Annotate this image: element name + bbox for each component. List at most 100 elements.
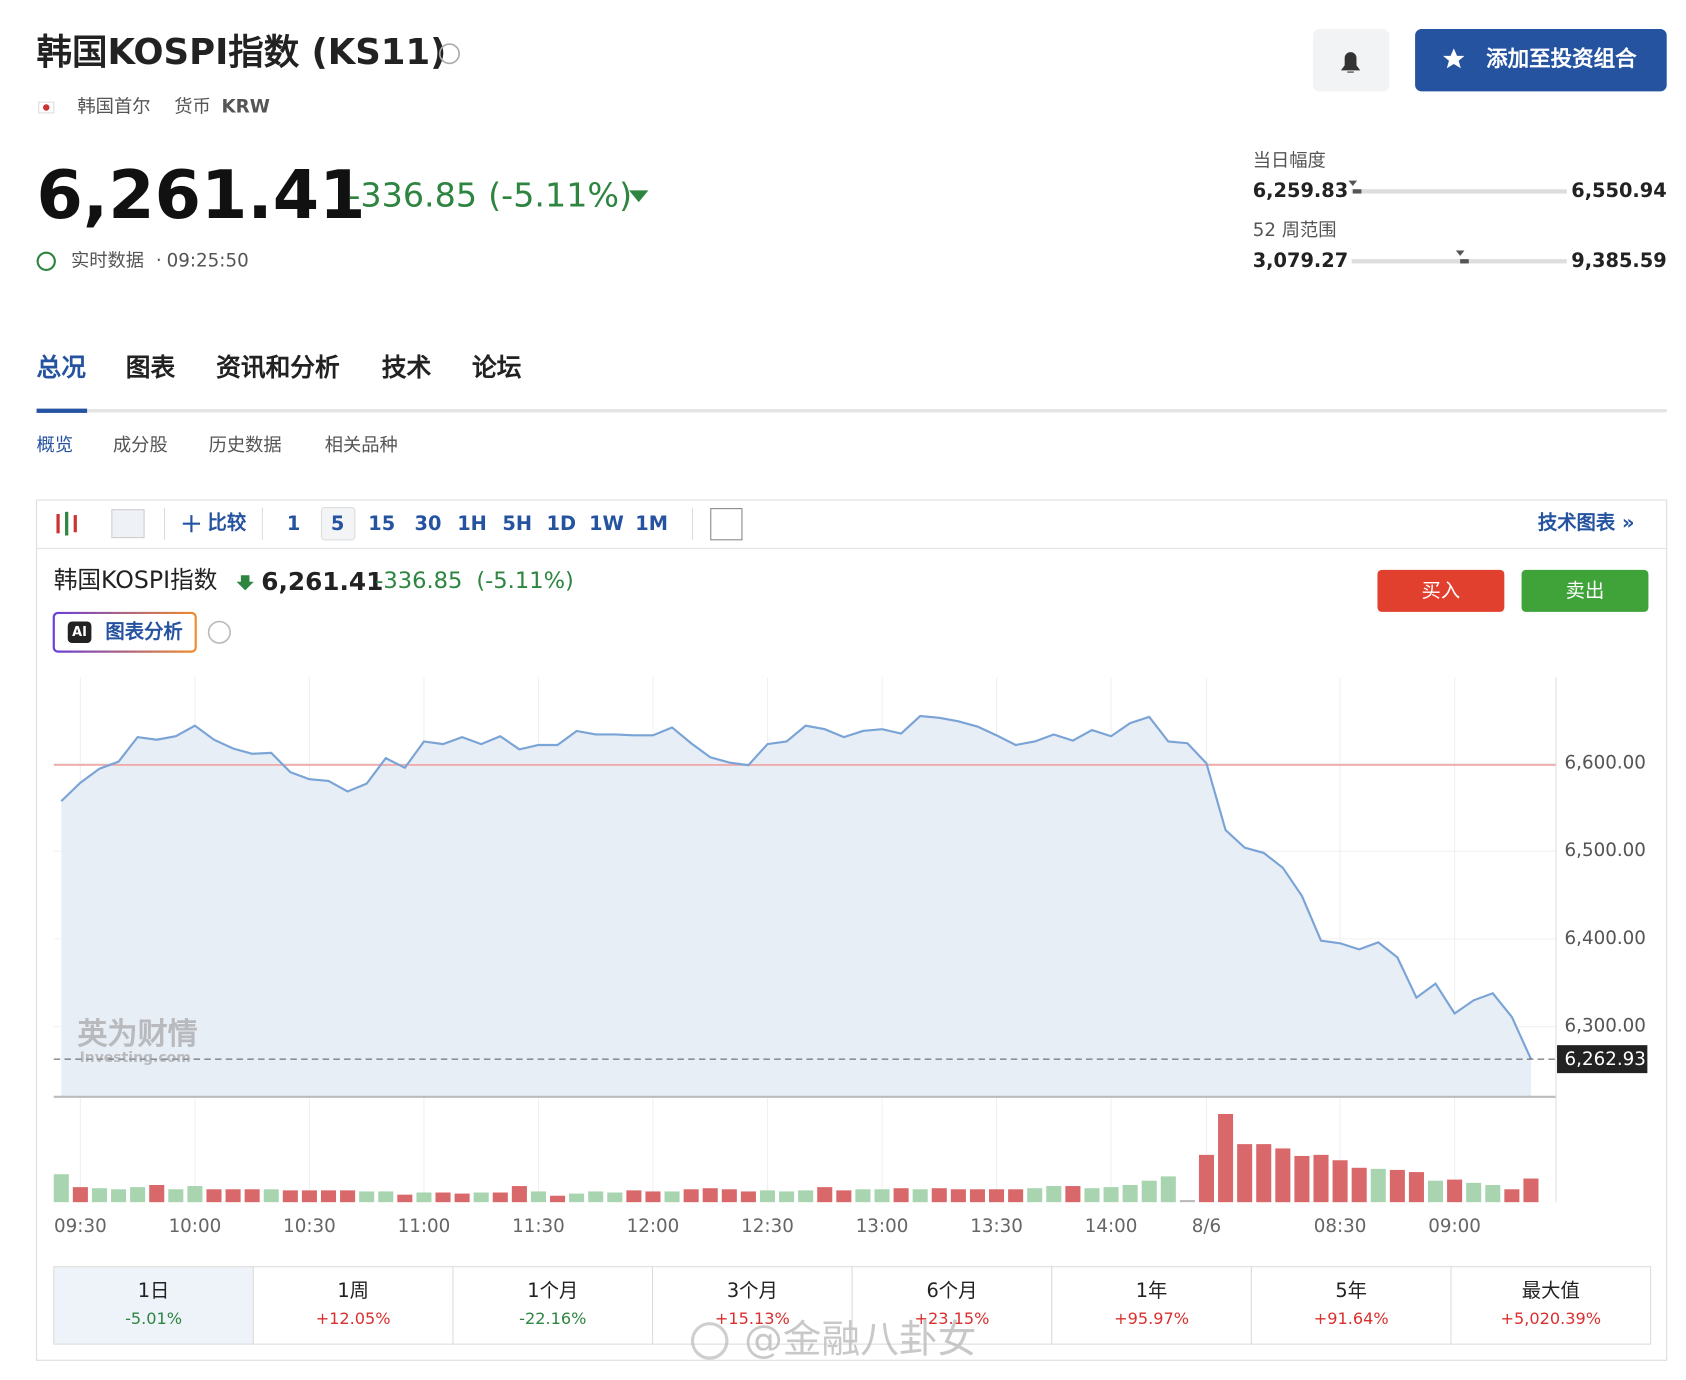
area-icon[interactable] [111, 509, 145, 539]
bell-icon [1340, 52, 1361, 73]
volume-bar [91, 1188, 107, 1203]
volume-bar [206, 1189, 222, 1203]
period-cell[interactable] [1450, 1266, 1652, 1345]
add-portfolio-text: 添加至投资组合 [1486, 46, 1637, 72]
range-low: 6,259.83 [1253, 179, 1348, 202]
tab[interactable]: 论坛 [472, 353, 522, 382]
time: 09:25:50 [167, 250, 249, 271]
volume-bar [378, 1191, 394, 1203]
volume-bar [511, 1186, 527, 1203]
volume-bar [1370, 1168, 1386, 1203]
tab[interactable]: 技术 [382, 353, 432, 382]
interval[interactable]: 15 [368, 512, 395, 535]
y-tick-label: 6,400.00 [1565, 928, 1646, 949]
period-label: 3个月 [727, 1279, 778, 1302]
change-pct: (-5.11%) [488, 175, 632, 214]
tab[interactable]: 资讯和分析 [216, 353, 340, 382]
add-portfolio-button[interactable] [1415, 29, 1667, 92]
period-cell[interactable] [851, 1266, 1053, 1345]
interval[interactable]: 30 [415, 512, 442, 535]
interval[interactable]: 5H [502, 512, 532, 535]
range-fill [1460, 259, 1469, 264]
realtime-label: 实时数据 [71, 250, 144, 271]
range-high: 6,550.94 [1571, 179, 1666, 202]
widget-change-pct: (-5.11%) [476, 568, 574, 594]
volume-bar [550, 1195, 566, 1203]
plus-icon [182, 515, 201, 533]
layout-icon[interactable] [710, 508, 743, 541]
period-label: 1年 [1136, 1279, 1168, 1302]
volume-bar [588, 1191, 604, 1203]
interval[interactable]: 1W [589, 512, 624, 535]
period-change: +91.64% [1314, 1309, 1389, 1328]
period-label: 5年 [1335, 1279, 1367, 1302]
buy-text: 买入 [1422, 579, 1461, 602]
y-tick-label: 6,600.00 [1565, 752, 1646, 773]
y-tick-label: 6,300.00 [1565, 1016, 1646, 1037]
range-fill [1352, 189, 1362, 194]
volume-bar [989, 1189, 1005, 1203]
x-tick-label: 13:30 [970, 1216, 1023, 1237]
tab[interactable]: 图表 [126, 353, 176, 382]
period-table: 1日 -5.01% 1周 +12.05% 1个月 -22.16% 3个月 +15.13% 6个月… [53, 1266, 1652, 1345]
volume-bar [1218, 1114, 1234, 1203]
volume-bar [1027, 1188, 1043, 1203]
volume-bar [798, 1190, 814, 1203]
volume-bar [168, 1189, 184, 1203]
period-cell[interactable] [452, 1266, 654, 1345]
interval[interactable]: 1D [547, 512, 577, 535]
x-tick-label: 11:30 [512, 1216, 565, 1237]
tech-chart-link[interactable]: 技术图表 » [1538, 511, 1635, 534]
compare[interactable]: 比较 [208, 511, 247, 534]
volume-bar [1275, 1148, 1291, 1203]
tab[interactable]: 总况 [37, 353, 87, 382]
x-tick-label: 10:00 [169, 1216, 222, 1237]
ai-badge-text: AI [72, 625, 87, 640]
period-cell[interactable] [1250, 1266, 1452, 1345]
interval[interactable]: 1M [635, 512, 668, 535]
subtab[interactable]: 相关品种 [325, 435, 398, 456]
subtab[interactable]: 概览 [37, 435, 74, 456]
period-cell[interactable] [1051, 1266, 1252, 1345]
volume-bar [1103, 1187, 1119, 1203]
price-line [60, 714, 1532, 1060]
period-cell[interactable] [53, 1266, 254, 1345]
volume-bar [1351, 1167, 1367, 1203]
info-icon[interactable] [438, 43, 460, 65]
range-bar [1351, 189, 1567, 194]
period-label: 1个月 [527, 1279, 578, 1302]
buy-button[interactable] [1377, 569, 1505, 612]
range-label: 52 周范围 [1253, 220, 1337, 241]
volume-bar [263, 1189, 279, 1203]
candle-icon[interactable] [56, 511, 77, 536]
volume-bar [683, 1189, 699, 1203]
down-arrow [629, 190, 649, 203]
volume-bar [569, 1193, 585, 1203]
subtab[interactable]: 历史数据 [209, 435, 282, 456]
weibo-logo [690, 1322, 729, 1360]
x-tick-label: 12:00 [627, 1216, 680, 1237]
period-label: 最大值 [1522, 1279, 1580, 1302]
last-label-box [1557, 1045, 1648, 1074]
interval[interactable]: 1 [287, 512, 300, 535]
sell-button[interactable] [1521, 569, 1649, 612]
volume-bar [912, 1189, 928, 1203]
star-icon [1443, 48, 1465, 69]
interval[interactable]: 1H [457, 512, 487, 535]
separator: · [156, 250, 162, 271]
volume-bar [1523, 1178, 1539, 1203]
x-tick-label: 08:30 [1314, 1216, 1367, 1237]
volume-bar [1256, 1144, 1272, 1203]
range-label: 当日幅度 [1253, 150, 1326, 171]
interval[interactable]: 5 [331, 512, 344, 535]
volume-bar [130, 1187, 146, 1203]
period-change: -22.16% [519, 1309, 586, 1328]
period-change: +5,020.39% [1501, 1309, 1602, 1328]
range-marker [1348, 180, 1358, 187]
info-icon[interactable] [207, 620, 231, 644]
subtab[interactable]: 成分股 [113, 435, 168, 456]
volume-bar [1198, 1154, 1215, 1203]
volume-bar [607, 1192, 623, 1203]
